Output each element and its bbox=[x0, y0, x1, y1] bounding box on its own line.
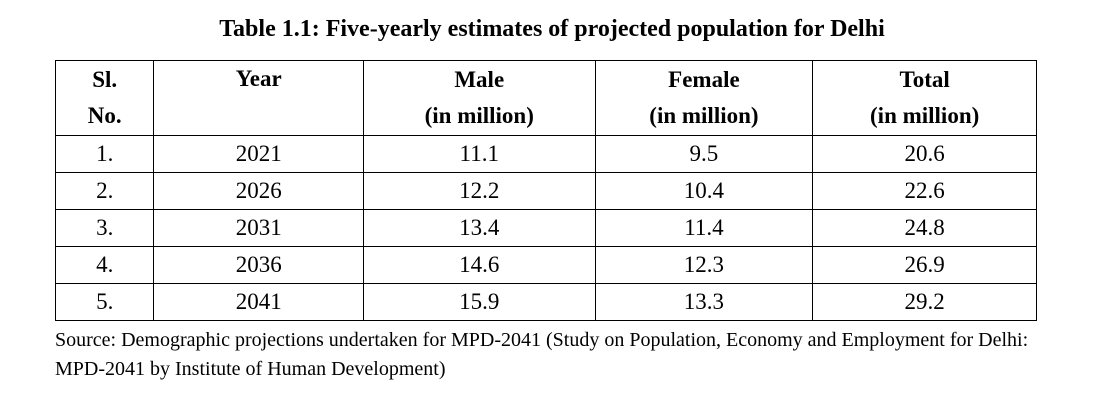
header-year-label: Year bbox=[235, 66, 282, 91]
header-female-line2: (in million) bbox=[649, 103, 759, 128]
cell-female: 13.3 bbox=[594, 283, 814, 321]
cell-total: 24.8 bbox=[812, 209, 1037, 247]
header-total-line2: (in million) bbox=[870, 103, 980, 128]
cell-year: 2031 bbox=[153, 209, 364, 247]
table-row: 5. 2041 15.9 13.3 29.2 bbox=[54, 283, 1037, 321]
cell-female: 12.3 bbox=[594, 246, 814, 284]
cell-sl: 2. bbox=[54, 172, 155, 210]
table-row: 1. 2021 11.1 9.5 20.6 bbox=[54, 135, 1037, 173]
source-note: Source: Demographic projections undertak… bbox=[55, 329, 1029, 380]
cell-female: 9.5 bbox=[594, 135, 814, 173]
cell-male: 13.4 bbox=[362, 209, 596, 247]
header-female-line1: Female bbox=[668, 67, 740, 92]
cell-total: 22.6 bbox=[812, 172, 1037, 210]
table-row: 4. 2036 14.6 12.3 26.9 bbox=[54, 246, 1037, 284]
cell-female: 11.4 bbox=[594, 209, 814, 247]
cell-year: 2036 bbox=[153, 246, 364, 284]
cell-male: 14.6 bbox=[362, 246, 596, 284]
header-total: Total (in million) bbox=[812, 60, 1037, 136]
header-sl-line1: Sl. bbox=[92, 67, 118, 92]
header-total-line1: Total bbox=[899, 67, 950, 92]
cell-year: 2021 bbox=[153, 135, 364, 173]
header-male: Male (in million) bbox=[362, 60, 596, 136]
cell-sl: 1. bbox=[54, 135, 155, 173]
cell-female: 10.4 bbox=[594, 172, 814, 210]
cell-total: 29.2 bbox=[812, 283, 1037, 321]
cell-male: 11.1 bbox=[362, 135, 596, 173]
population-table: Sl. No. Year Male (in million) Female (i… bbox=[54, 60, 1037, 321]
cell-male: 12.2 bbox=[362, 172, 596, 210]
header-sl-no: Sl. No. bbox=[54, 60, 155, 136]
table-row: 2. 2026 12.2 10.4 22.6 bbox=[54, 172, 1037, 210]
cell-total: 26.9 bbox=[812, 246, 1037, 284]
cell-total: 20.6 bbox=[812, 135, 1037, 173]
cell-sl: 4. bbox=[54, 246, 155, 284]
header-male-line2: (in million) bbox=[424, 103, 534, 128]
header-female: Female (in million) bbox=[594, 60, 814, 136]
table-row: 3. 2031 13.4 11.4 24.8 bbox=[54, 209, 1037, 247]
cell-sl: 3. bbox=[54, 209, 155, 247]
cell-year: 2041 bbox=[153, 283, 364, 321]
cell-sl: 5. bbox=[54, 283, 155, 321]
header-sl-line2: No. bbox=[87, 103, 122, 128]
table-title: Table 1.1: Five-yearly estimates of proj… bbox=[219, 16, 885, 42]
header-male-line1: Male bbox=[454, 67, 505, 92]
cell-year: 2026 bbox=[153, 172, 364, 210]
cell-male: 15.9 bbox=[362, 283, 596, 321]
header-year: Year bbox=[153, 60, 364, 136]
table-header-row: Sl. No. Year Male (in million) Female (i… bbox=[54, 60, 1037, 136]
